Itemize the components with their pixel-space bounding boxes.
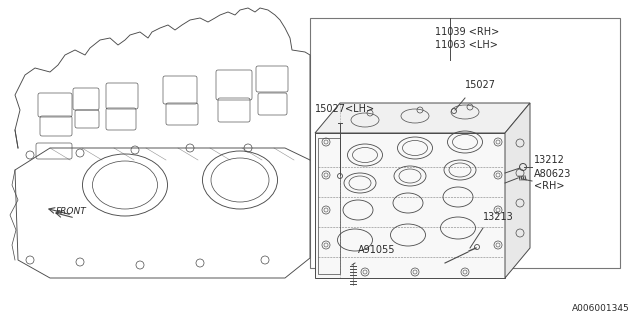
Polygon shape [315, 103, 530, 133]
Text: 11063 <LH>: 11063 <LH> [435, 40, 498, 50]
Text: 15027<LH>: 15027<LH> [315, 104, 375, 114]
Text: 11039 <RH>: 11039 <RH> [435, 27, 499, 37]
Text: <RH>: <RH> [534, 181, 564, 191]
Text: FRONT: FRONT [56, 207, 87, 217]
Polygon shape [505, 103, 530, 278]
Text: A91055: A91055 [358, 245, 396, 255]
Text: 13212: 13212 [534, 155, 565, 165]
Text: 15027: 15027 [465, 80, 496, 90]
Text: 13213: 13213 [483, 212, 514, 222]
Bar [310, 18, 620, 268]
Polygon shape [315, 133, 505, 278]
Text: A006001345: A006001345 [572, 304, 630, 313]
Bar [318, 138, 340, 274]
Text: A80623: A80623 [534, 169, 572, 179]
